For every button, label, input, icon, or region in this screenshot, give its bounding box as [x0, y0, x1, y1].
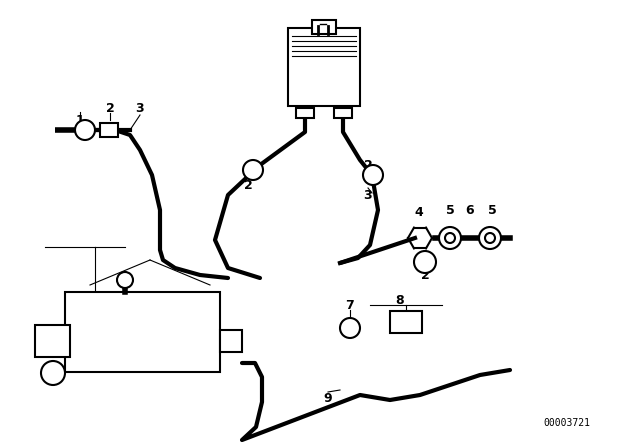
- Circle shape: [117, 272, 133, 288]
- Bar: [334, 108, 352, 118]
- Circle shape: [414, 251, 436, 273]
- Circle shape: [445, 233, 455, 243]
- Text: 2: 2: [364, 159, 372, 172]
- Circle shape: [485, 233, 495, 243]
- Circle shape: [75, 120, 95, 140]
- Text: 5: 5: [445, 203, 454, 216]
- Circle shape: [439, 227, 461, 249]
- Text: 7: 7: [346, 298, 355, 311]
- Circle shape: [243, 160, 263, 180]
- Bar: [220, 330, 242, 352]
- Bar: [288, 28, 360, 106]
- Bar: [390, 311, 422, 333]
- Text: 3: 3: [136, 102, 144, 115]
- Text: 5: 5: [488, 203, 497, 216]
- Text: 8: 8: [396, 293, 404, 306]
- Circle shape: [340, 318, 360, 338]
- Text: 3: 3: [364, 189, 372, 202]
- Bar: [312, 20, 336, 34]
- Text: 2: 2: [244, 178, 252, 191]
- Bar: [65, 292, 220, 372]
- Circle shape: [41, 361, 65, 385]
- Circle shape: [363, 165, 383, 185]
- Text: 6: 6: [466, 203, 474, 216]
- Text: 1: 1: [76, 113, 84, 126]
- Text: 4: 4: [415, 206, 424, 219]
- Bar: [35, 325, 70, 357]
- Bar: [100, 123, 118, 137]
- Text: 2: 2: [420, 268, 429, 281]
- Text: 2: 2: [106, 102, 115, 115]
- Circle shape: [479, 227, 501, 249]
- Bar: [296, 108, 314, 118]
- Text: 9: 9: [324, 392, 332, 405]
- Text: 00003721: 00003721: [543, 418, 590, 428]
